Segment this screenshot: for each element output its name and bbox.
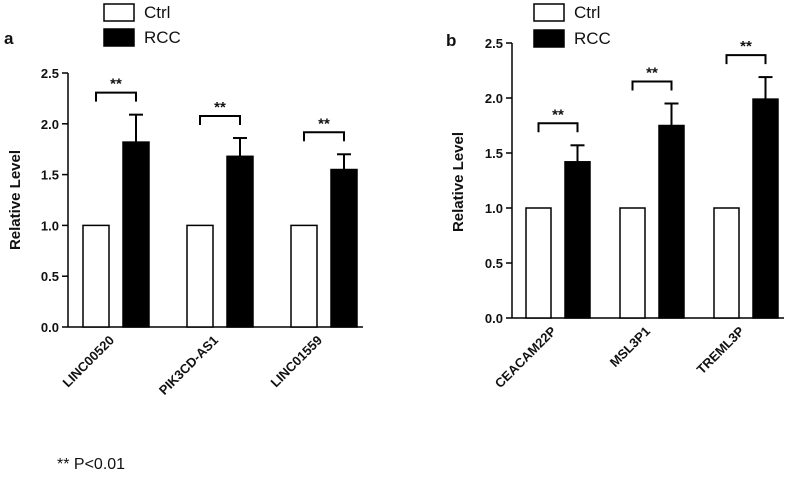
panel-a-bar-ctrl: [186, 224, 214, 328]
panel-b-ytick-label: 2.5: [485, 36, 503, 51]
panel-b-bar-ctrl: [713, 207, 740, 319]
panel-a-category-label: LINC00520: [60, 333, 118, 391]
panel-a-significance-label: **: [110, 76, 122, 93]
panel-a-ytick-label: 1.5: [41, 168, 59, 183]
panel-a-bar-ctrl: [82, 224, 110, 328]
panel-b-category-label: MSL3P1: [607, 324, 653, 370]
panel-a-ytick-label: 2.5: [41, 66, 59, 81]
panel-b-significance-label: **: [646, 65, 658, 82]
panel-a-legend-label: RCC: [144, 28, 181, 47]
panel-b-bar-ctrl: [525, 207, 552, 319]
panel-b-bar-ctrl: [619, 207, 646, 319]
panel-b-category-label: CEACAM22P: [492, 323, 560, 391]
panel-b-ylabel: Relative Level: [450, 132, 467, 232]
panel-b-ytick-label: 1.0: [485, 201, 503, 216]
panel-b-ytick-label: 1.5: [485, 146, 503, 161]
panel-a-significance-bracket: [199, 115, 241, 126]
panel-a-legend-swatch-rcc: [103, 28, 135, 47]
panel-a-bar-ctrl: [290, 224, 318, 328]
panel-b-legend-label: Ctrl: [574, 3, 600, 22]
panel-b-significance-bracket: [725, 54, 767, 65]
panel-a-ylabel: Relative Level: [7, 150, 24, 250]
panel-a-label: a: [4, 29, 14, 48]
panel-a-significance-label: **: [214, 99, 226, 116]
panel-a-legend-label: Ctrl: [144, 3, 170, 22]
panel-b-bar-rcc: [752, 98, 779, 319]
panel-b-category-label: TREML3P: [694, 323, 748, 377]
panel-a-category-label: LINC01559: [268, 333, 326, 391]
panel-a-bar-rcc: [330, 168, 358, 328]
panel-b-significance-label: **: [740, 38, 752, 55]
panel-b-significance-bracket: [537, 122, 579, 133]
footnote: ** P<0.01: [57, 456, 126, 473]
panel-a-category-label: PIK3CD-AS1: [156, 333, 221, 398]
panel-b-bar-rcc: [564, 161, 591, 319]
panel-a-significance-bracket: [303, 131, 345, 142]
panel-b-ytick-label: 2.0: [485, 91, 503, 106]
panel-b-label: b: [446, 31, 456, 50]
panel-b-ytick-label: 0.5: [485, 256, 503, 271]
panel-b-significance-label: **: [552, 106, 564, 123]
panel-b-legend-label: RCC: [574, 29, 611, 48]
panel-a-bar-rcc: [122, 141, 150, 328]
panel-a-significance-label: **: [318, 115, 330, 132]
panel-b-significance-bracket: [631, 80, 673, 91]
panel-b-legend-swatch-ctrl: [533, 3, 565, 22]
panel-a-ytick-label: 1.0: [41, 218, 59, 233]
panel-b-legend-swatch-rcc: [533, 29, 565, 48]
panel-a-bar-rcc: [226, 155, 254, 328]
panel-b-ytick-label: 0.0: [485, 311, 503, 326]
panel-b-bar-rcc: [658, 124, 685, 319]
panel-a-significance-bracket: [95, 91, 137, 102]
panel-a-ytick-label: 2.0: [41, 117, 59, 132]
panel-a-legend-swatch-ctrl: [103, 3, 135, 22]
panel-a-ytick-label: 0.5: [41, 269, 59, 284]
panel-a-ytick-label: 0.0: [41, 320, 59, 335]
